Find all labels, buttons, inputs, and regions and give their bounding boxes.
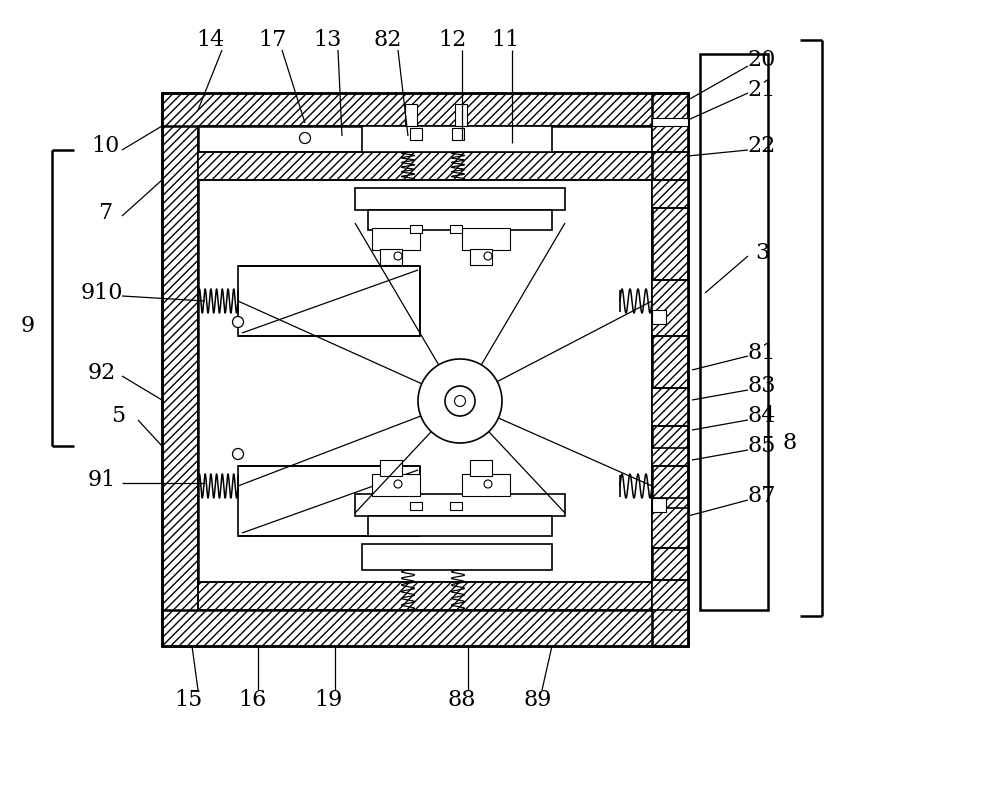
- Text: 5: 5: [111, 405, 125, 427]
- Bar: [700, 54, 768, 610]
- Bar: [162, 610, 688, 646]
- Text: 92: 92: [88, 362, 116, 384]
- Bar: [372, 228, 420, 250]
- Circle shape: [445, 386, 475, 416]
- Bar: [652, 508, 688, 548]
- Text: 14: 14: [196, 29, 224, 51]
- Bar: [462, 228, 510, 250]
- Text: 82: 82: [374, 29, 402, 51]
- Text: 87: 87: [748, 485, 776, 507]
- Bar: [652, 448, 688, 466]
- Text: 81: 81: [748, 342, 776, 364]
- Bar: [410, 225, 422, 233]
- Text: 7: 7: [98, 202, 112, 224]
- Text: 12: 12: [438, 29, 466, 51]
- Bar: [652, 180, 688, 208]
- Text: 91: 91: [88, 469, 116, 491]
- Bar: [368, 516, 552, 536]
- Bar: [405, 104, 417, 126]
- Bar: [652, 280, 688, 336]
- Bar: [470, 249, 492, 265]
- Bar: [470, 460, 492, 476]
- Bar: [380, 460, 402, 476]
- Text: 83: 83: [748, 375, 776, 397]
- Circle shape: [394, 480, 402, 488]
- Circle shape: [418, 359, 502, 443]
- Bar: [652, 498, 666, 512]
- Bar: [198, 582, 652, 610]
- Circle shape: [232, 448, 244, 460]
- Bar: [355, 188, 565, 210]
- Text: 17: 17: [258, 29, 286, 51]
- Text: 21: 21: [748, 79, 776, 101]
- Bar: [652, 126, 688, 152]
- Bar: [198, 152, 652, 180]
- Text: 8: 8: [783, 432, 797, 454]
- Bar: [455, 104, 467, 126]
- Bar: [450, 502, 462, 510]
- Bar: [462, 474, 510, 496]
- Text: 910: 910: [81, 282, 123, 304]
- Bar: [368, 210, 552, 230]
- Bar: [652, 580, 688, 610]
- Bar: [450, 225, 462, 233]
- Text: 89: 89: [524, 689, 552, 711]
- Bar: [380, 249, 402, 265]
- Bar: [652, 93, 688, 646]
- Text: 15: 15: [174, 689, 202, 711]
- Bar: [410, 502, 422, 510]
- Bar: [452, 128, 464, 140]
- Bar: [238, 466, 420, 536]
- Text: 10: 10: [91, 135, 119, 157]
- Circle shape: [484, 480, 492, 488]
- Bar: [652, 310, 666, 324]
- Bar: [162, 93, 688, 126]
- Text: 22: 22: [748, 135, 776, 157]
- Bar: [410, 128, 422, 140]
- Bar: [652, 118, 688, 126]
- Text: 85: 85: [748, 435, 776, 457]
- Text: 13: 13: [314, 29, 342, 51]
- Bar: [362, 126, 552, 152]
- Text: 3: 3: [755, 242, 769, 264]
- Text: 16: 16: [238, 689, 266, 711]
- Bar: [372, 474, 420, 496]
- Bar: [355, 494, 565, 516]
- Circle shape: [394, 252, 402, 260]
- Bar: [238, 266, 420, 336]
- Circle shape: [232, 317, 244, 327]
- Circle shape: [454, 396, 466, 406]
- Bar: [162, 93, 198, 646]
- Text: 20: 20: [748, 49, 776, 71]
- Circle shape: [300, 132, 310, 144]
- Text: 88: 88: [448, 689, 476, 711]
- Text: 19: 19: [314, 689, 342, 711]
- Bar: [652, 388, 688, 426]
- Bar: [362, 544, 552, 570]
- Text: 9: 9: [21, 315, 35, 337]
- Circle shape: [484, 252, 492, 260]
- Text: 11: 11: [491, 29, 519, 51]
- Text: 84: 84: [748, 405, 776, 427]
